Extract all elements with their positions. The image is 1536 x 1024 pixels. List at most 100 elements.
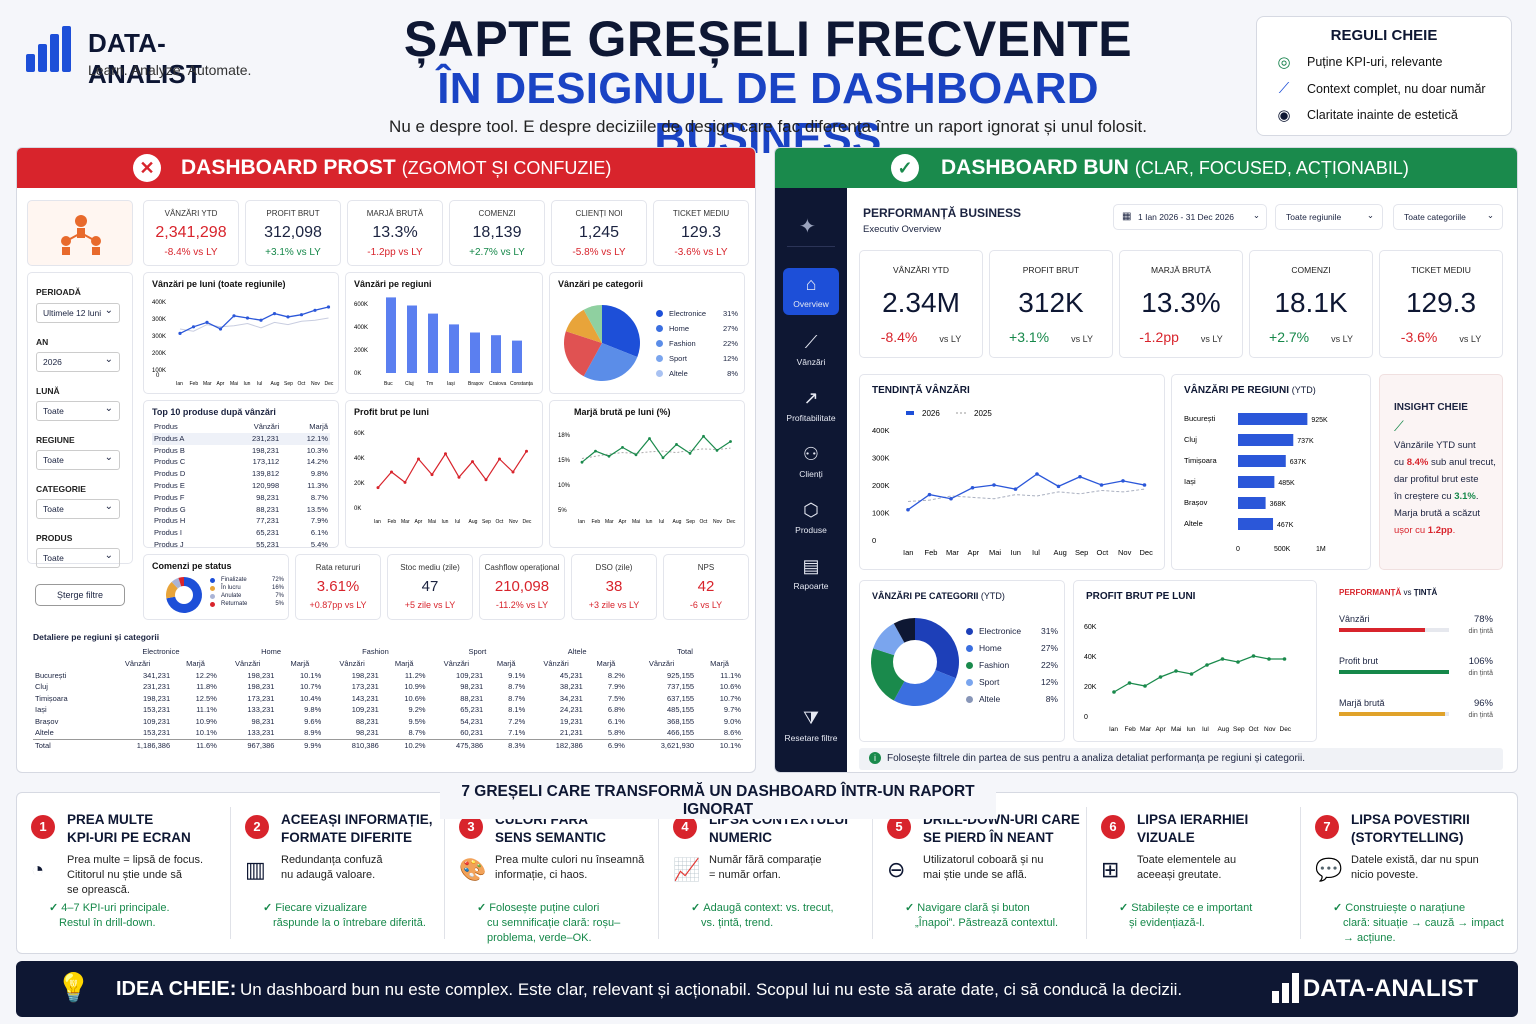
table-cell: 182,386 (555, 740, 583, 750)
x-tick: Iul (455, 519, 460, 525)
point (688, 451, 692, 455)
region-dropdown[interactable]: Toate regiunile ⌄ (1275, 204, 1383, 230)
target-percent: 106% (1468, 656, 1493, 667)
category-select[interactable]: Toate (36, 499, 120, 519)
filter-label: CATEGORIE (36, 484, 86, 494)
insight-text: în creștere cu 3.1%. (1394, 491, 1479, 502)
sales-trend-chart: TENDINȚĂ VÂNZĂRI 2026 2025 400K 300K 200K 100… (859, 374, 1165, 570)
table-row: Produs E 120,998 11.3% (152, 480, 330, 492)
filter-label: PERIOADĂ (36, 287, 81, 297)
target-sub: din țintă (1468, 712, 1493, 719)
legend-label: În lucru (221, 585, 241, 591)
nav-reports[interactable]: ▤ Rapoarte (783, 556, 839, 591)
x-tick: Sep (284, 381, 293, 387)
eye-icon: ◉ (1277, 107, 1291, 124)
month-select[interactable]: Toate (36, 401, 120, 421)
table-cell: 10.1% (719, 740, 741, 750)
kpi-value: 3.61% (316, 578, 360, 595)
legend-label: 2025 (974, 409, 992, 418)
x-tick: Nov (1264, 726, 1276, 733)
table-cell: 10.6% (404, 693, 426, 703)
table-cell: 810,386 (351, 740, 379, 750)
product-select[interactable]: Toate (36, 548, 120, 568)
year-select[interactable]: 2026 (36, 352, 120, 372)
nav-products[interactable]: ⬡ Produse (783, 500, 839, 535)
problem-line: Cititorul nu știe unde să (67, 869, 182, 881)
legend-item: În lucru 16% (210, 585, 284, 591)
solution-line: Navigare clară și buton (917, 902, 1030, 914)
table-cell: 8.7% (508, 693, 526, 703)
y-tick: 40K (1084, 654, 1097, 661)
table-cell: 7.9% (310, 516, 328, 526)
table-cell: 6.1% (310, 528, 328, 538)
kpi-value: 2,341,298 (155, 224, 227, 241)
table-cell: 10.1% (195, 728, 217, 738)
reset-filters-button[interactable]: ⧩ Resetare filtre (783, 708, 839, 743)
box-icon: ⬡ (803, 500, 819, 520)
point (648, 437, 651, 440)
group-header: Fashion (362, 647, 389, 656)
region-select[interactable]: Toate (36, 450, 120, 470)
chart-title: Vânzări pe categorii (558, 279, 644, 289)
table-cell: 139,812 (252, 469, 280, 479)
kpi-card: MARJĂ BRUTĂ 13.3% -1.2pp vs LY (347, 200, 443, 266)
solution-line: Stabilește ce e important (1131, 902, 1253, 914)
solution-line: vs. țintă, trend. (701, 917, 774, 929)
perf-subtitle: Executiv Overview (863, 224, 942, 235)
nav-overview[interactable]: ⌂ Overview (783, 268, 839, 315)
mistake-number: 4 (673, 815, 697, 839)
nav-sales[interactable]: ⟋ Vânzări (783, 332, 839, 367)
mistake-problem: Toate elementele au aceeași greutate. (1137, 853, 1297, 883)
y-tick: 0 (872, 536, 876, 545)
kpi-card: MARJĂ BRUTĂ 13.3% -1.2pp vs LY (1119, 250, 1243, 358)
footer-brand: DATA-ANALIST (1302, 975, 1478, 1002)
nav-profitability[interactable]: ↗ Profitabilitate (783, 388, 839, 423)
legend-item: Fashion 22% (966, 660, 1058, 670)
legend-value: 31% (1040, 626, 1058, 636)
mistake-number: 5 (887, 815, 911, 839)
kpi-value: 13.3% (372, 224, 418, 241)
category-dropdown[interactable]: Toate categoriile ⌄ (1393, 204, 1503, 230)
table-row: Iași 153,231 11.1% 133,231 9.8% 109,231 9.2% 65… (33, 704, 743, 716)
x-tick: 1M (1316, 546, 1326, 553)
table-cell: 98,231 (355, 728, 379, 738)
mistake-number: 6 (1101, 815, 1125, 839)
x-tick: Dec (325, 381, 334, 387)
legend-value: 16% (271, 585, 284, 591)
x-tick: 500K (1274, 546, 1291, 553)
legend-label: Finalizate (221, 577, 247, 583)
mistake-heading: ACEEAȘI INFORMAȚIE, FORMATE DIFERITE (281, 811, 441, 847)
bar (470, 332, 480, 373)
kpi-delta: +0.87pp vs LY (309, 600, 367, 610)
key-idea-label: IDEA CHEIE: (116, 978, 237, 1000)
clear-filters-button[interactable]: Șterge filtre (35, 584, 125, 606)
table-cell: 11.8% (196, 682, 217, 692)
table-cell: 485,155 (666, 705, 695, 715)
table-cell: 34,231 (559, 693, 583, 703)
table-cell: 475,386 (456, 740, 484, 750)
x-tick: Iun (244, 381, 251, 387)
solution-line: Restul în drill-down. (59, 917, 156, 929)
category-label: Iași (1184, 477, 1196, 486)
table-row: Produs H 77,231 7.9% (152, 515, 330, 527)
x-tick: Nov (713, 519, 722, 525)
bar (1238, 413, 1308, 425)
column-header: Vânzări (648, 658, 675, 668)
problem-line: = număr orfan. (709, 869, 781, 881)
x-tick: Mai (230, 381, 238, 387)
period-select[interactable]: Ultimele 12 luni (36, 303, 120, 323)
table-cell: 967,386 (247, 740, 275, 750)
table-cell: 12.1% (306, 433, 328, 443)
date-range-picker[interactable]: ▦ 1 Ian 2026 - 31 Dec 2026 ⌄ (1113, 204, 1267, 230)
point (594, 449, 597, 453)
solution-line: „Înapoi”. Păstrează contextul. (915, 917, 1059, 929)
kpi-value: 2.34M (882, 287, 960, 318)
point (259, 318, 263, 322)
table-cell: 9.9% (304, 740, 322, 750)
nav-clients[interactable]: ⚇ Clienți (783, 444, 839, 479)
table-cell: 9.8% (310, 469, 328, 479)
table-cell: 5.8% (607, 728, 625, 738)
key-rules-title: REGULI CHEIE (1330, 27, 1438, 44)
mistake-solution: Fiecare vizualizare răspunde la o întreba… (263, 901, 439, 931)
point (634, 453, 638, 457)
